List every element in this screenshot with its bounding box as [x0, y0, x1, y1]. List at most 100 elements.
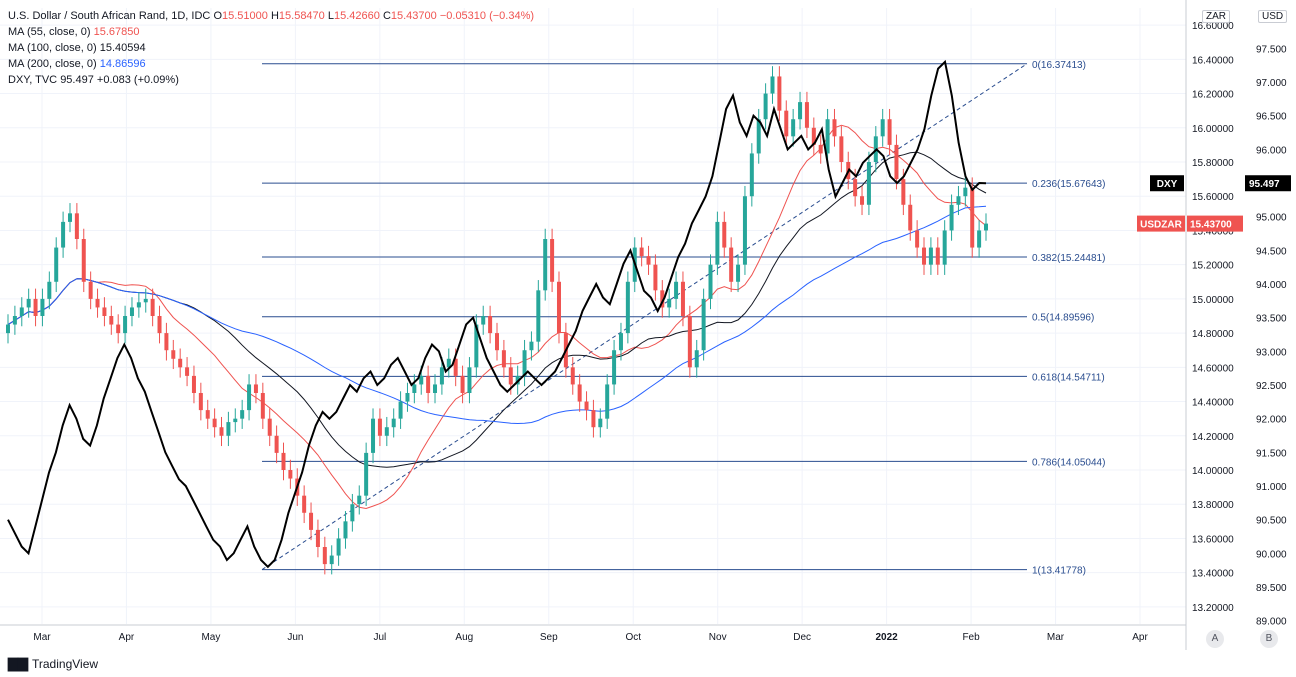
candle-body: [12, 316, 17, 325]
time-tick-label: Apr: [119, 632, 135, 643]
candle-body: [467, 367, 472, 393]
candle-body: [956, 196, 961, 205]
candle-body: [150, 298, 155, 316]
price-axes: 13.20000 13.40000 13.60000 13.80000 14.00000…: [1185, 0, 1296, 677]
legend-dxy[interactable]: DXY, TVC 95.497 +0.083 (+0.09%): [8, 72, 534, 88]
fib-level-label: 0.382(15.24481): [1032, 253, 1105, 264]
candle-body: [577, 384, 582, 402]
candle-body: [233, 418, 238, 423]
usd-axis-tag[interactable]: USD: [1258, 10, 1288, 23]
candle-body: [398, 401, 403, 419]
candle-body: [364, 452, 369, 496]
legend-ma200[interactable]: MA (200, close, 0) 14.86596: [8, 56, 534, 72]
usdzar-candles: [6, 66, 988, 575]
zar-tick-label: 16.40000: [1192, 55, 1234, 66]
candle-body: [33, 298, 38, 316]
candle-body: [95, 298, 100, 308]
fibonacci-retracement: 0(16.37413) 0.236(15.67643) 0.382(15.24481…: [261, 60, 1105, 577]
candle-body: [915, 230, 920, 248]
zar-tick-label: 16.00000: [1192, 124, 1234, 135]
legend-dxy-value: 95.497: [60, 74, 94, 86]
fib-level-label: 1(13.41778): [1032, 566, 1086, 577]
candle-body: [384, 427, 389, 436]
candle-body: [550, 239, 555, 282]
candle-body: [40, 298, 45, 316]
candle-body: [391, 418, 396, 428]
legend-low-label: L: [327, 10, 334, 22]
candle-body: [687, 316, 692, 368]
candle-body: [260, 393, 265, 419]
candle-body: [667, 298, 672, 308]
candle-body: [722, 221, 727, 248]
candle-body: [798, 102, 803, 120]
candle-body: [460, 375, 465, 393]
zar-tick-label: 15.00000: [1192, 295, 1234, 306]
candle-body: [729, 247, 734, 282]
legend-ma200-label: MA (200, close, 0): [8, 58, 97, 70]
candle-body: [811, 127, 816, 145]
candle-body: [74, 213, 79, 239]
fib-trend-line: [261, 63, 1028, 571]
tradingview-logo-icon: ▇▇: [8, 656, 28, 671]
candle-body: [763, 93, 768, 120]
candle-body: [770, 76, 775, 94]
candle-body: [88, 281, 93, 299]
zar-tick-label: 13.40000: [1192, 569, 1234, 580]
usd-tick-label: 91.500: [1256, 448, 1287, 459]
footer-brand[interactable]: ▇▇ TradingView: [8, 656, 98, 672]
candle-body: [742, 196, 747, 265]
candle-body: [219, 427, 224, 436]
legend-high-label: H: [270, 10, 279, 22]
candle-body: [377, 418, 382, 436]
candle-body: [164, 333, 169, 351]
legend-open-label: O: [213, 10, 222, 22]
zar-tick-label: 14.80000: [1192, 329, 1234, 340]
candle-body: [942, 230, 947, 265]
candle-body: [426, 375, 431, 393]
usd-tick-label: 89.500: [1256, 583, 1287, 594]
candle-body: [495, 333, 499, 351]
candle-body: [474, 324, 479, 368]
candle-body: [329, 555, 334, 565]
auto-scale-button[interactable]: A: [1206, 630, 1224, 648]
candle-body: [866, 162, 871, 205]
legend-ma55-label: MA (55, close, 0): [8, 26, 91, 38]
candle-body: [715, 221, 720, 265]
candle-body: [935, 247, 940, 265]
legend-low: 15.42660: [333, 10, 380, 22]
candle-body: [191, 375, 196, 393]
candle-body: [612, 350, 617, 385]
legend-ma100-label: MA (100, close, 0): [8, 42, 97, 54]
candle-body: [67, 213, 72, 222]
usdzar-name-label: USDZAR: [1140, 220, 1182, 231]
candle-body: [901, 179, 906, 205]
candle-body: [405, 393, 410, 402]
candle-body: [660, 290, 665, 308]
legend-high: 15.58470: [278, 10, 325, 22]
usd-tick-label: 97.500: [1256, 44, 1287, 55]
dxy-name-tag: [1150, 175, 1184, 192]
price-axis-panel: [1186, 0, 1296, 677]
candle-body: [894, 144, 899, 180]
candle-body: [371, 418, 376, 453]
candle-body: [205, 410, 210, 419]
candle-body: [880, 119, 885, 137]
legend-ma100[interactable]: MA (100, close, 0) 15.40594: [8, 40, 534, 56]
candle-body: [949, 204, 954, 231]
candle-body: [570, 367, 575, 385]
candle-body: [818, 144, 823, 154]
candle-body: [309, 512, 314, 530]
candle-body: [639, 247, 644, 257]
candle-body: [860, 196, 865, 205]
legend-main: U.S. Dollar / South African Rand, 1D, ID…: [8, 8, 534, 24]
usd-tick-label: 96.500: [1256, 112, 1287, 123]
price-tags: USDZAR 15.43700 DXY 95.497: [1137, 175, 1291, 232]
scale-b-button[interactable]: B: [1260, 630, 1278, 648]
legend-ma55[interactable]: MA (55, close, 0) 15.67850: [8, 24, 534, 40]
zar-tick-label: 14.60000: [1192, 363, 1234, 374]
usdzar-value-tag: [1187, 215, 1243, 232]
zar-axis-tag[interactable]: ZAR: [1202, 10, 1230, 23]
candle-body: [453, 358, 458, 376]
candle-body: [226, 422, 231, 436]
